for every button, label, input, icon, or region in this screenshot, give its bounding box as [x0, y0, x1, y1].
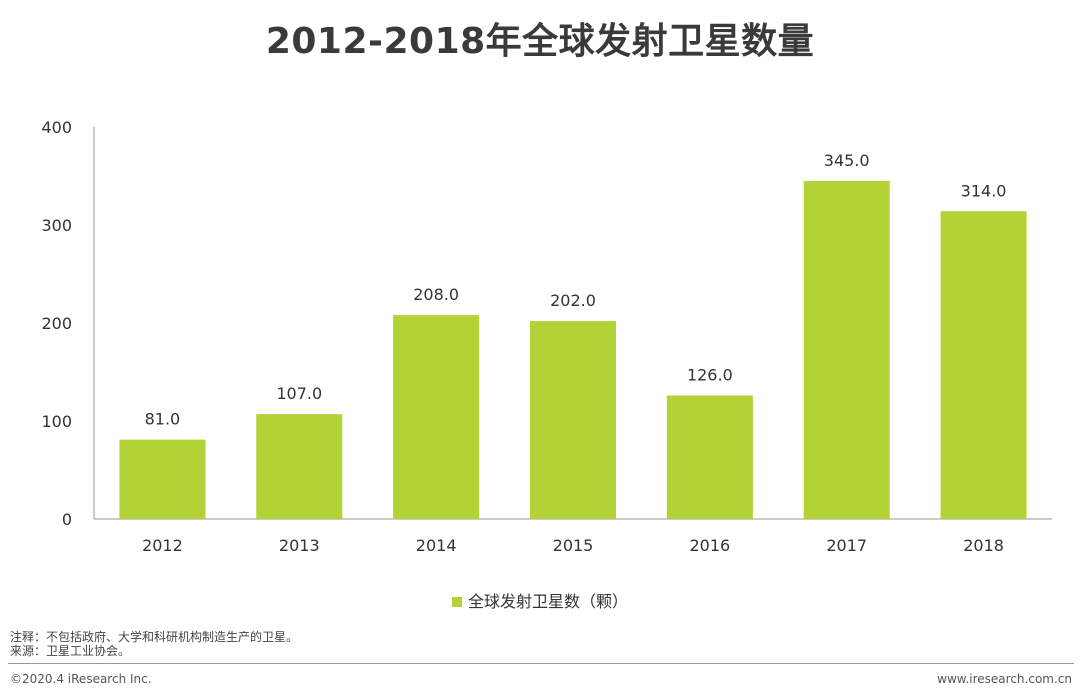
y-tick-label: 100	[41, 412, 72, 431]
legend-swatch	[451, 596, 462, 607]
bar	[666, 395, 753, 519]
y-tick-label: 400	[41, 118, 72, 137]
bar	[803, 180, 890, 519]
data-label: 81.0	[145, 410, 181, 429]
x-tick-label: 2017	[826, 536, 867, 555]
bar	[393, 315, 480, 519]
y-tick-label: 0	[62, 510, 72, 529]
website-link[interactable]: www.iresearch.com.cn	[937, 672, 1072, 686]
chart-note: 注释：不包括政府、大学和科研机构制造生产的卫星。	[10, 630, 299, 644]
data-label: 208.0	[413, 285, 459, 304]
data-label: 107.0	[276, 384, 322, 403]
data-label: 345.0	[824, 151, 870, 170]
bar	[256, 414, 343, 519]
x-tick-label: 2016	[689, 536, 730, 555]
bar-chart: 0 100 200 300 400 81.0 2012 107.0 2013 208.0 2014 2…	[41, 118, 1052, 555]
chart-source: 来源：卫星工业协会。	[10, 644, 131, 658]
x-tick-label: 2012	[142, 536, 183, 555]
chart-title: 2012-2018年全球发射卫星数量	[265, 21, 815, 62]
legend: 全球发射卫星数（颗）	[0, 588, 1080, 612]
bar	[530, 321, 616, 519]
x-tick-label: 2013	[279, 536, 320, 555]
x-tick-label: 2015	[553, 536, 594, 555]
y-tick-label: 300	[41, 216, 72, 235]
data-label: 314.0	[961, 181, 1007, 200]
bar	[940, 211, 1027, 519]
y-tick-label: 200	[41, 314, 72, 333]
x-tick-label: 2014	[416, 536, 457, 555]
data-label: 126.0	[687, 366, 733, 385]
x-tick-label: 2018	[963, 536, 1004, 555]
bar	[119, 439, 206, 519]
footer-divider	[8, 663, 1074, 664]
legend-label: 全球发射卫星数（颗）	[467, 592, 628, 611]
copyright-text: ©2020.4 iResearch Inc.	[10, 672, 152, 686]
data-label: 202.0	[550, 291, 596, 310]
